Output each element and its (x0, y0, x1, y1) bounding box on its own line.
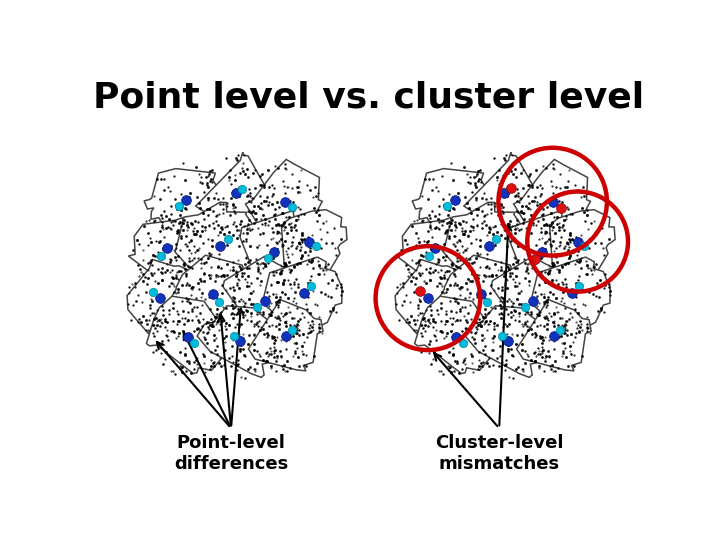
Polygon shape (148, 289, 200, 346)
Polygon shape (540, 194, 590, 249)
Polygon shape (282, 210, 347, 273)
Polygon shape (519, 293, 568, 345)
Polygon shape (395, 260, 466, 334)
Polygon shape (128, 218, 196, 287)
Polygon shape (175, 202, 266, 289)
Polygon shape (473, 189, 519, 250)
Polygon shape (249, 249, 289, 304)
Polygon shape (517, 300, 591, 371)
Polygon shape (144, 168, 222, 223)
Polygon shape (145, 246, 181, 300)
Polygon shape (153, 194, 200, 254)
Polygon shape (199, 286, 255, 349)
Polygon shape (415, 296, 497, 374)
Polygon shape (465, 306, 543, 377)
Polygon shape (197, 306, 274, 377)
Polygon shape (444, 202, 534, 289)
Polygon shape (248, 300, 323, 371)
Polygon shape (414, 246, 449, 300)
Polygon shape (455, 322, 509, 357)
Text: Point level vs. cluster level: Point level vs. cluster level (94, 80, 644, 114)
Polygon shape (205, 189, 251, 250)
Polygon shape (187, 322, 241, 357)
Polygon shape (412, 168, 490, 223)
Polygon shape (464, 152, 539, 232)
Polygon shape (168, 255, 256, 335)
Polygon shape (513, 159, 590, 233)
Polygon shape (465, 244, 505, 296)
Polygon shape (166, 230, 221, 265)
Polygon shape (146, 296, 229, 374)
Polygon shape (223, 256, 308, 347)
Polygon shape (251, 293, 300, 345)
Text: Point-level
differences: Point-level differences (174, 434, 288, 473)
Polygon shape (246, 159, 323, 233)
Polygon shape (421, 194, 469, 254)
Polygon shape (434, 230, 490, 265)
Polygon shape (436, 255, 525, 335)
Polygon shape (127, 260, 197, 334)
Polygon shape (491, 256, 576, 347)
Polygon shape (262, 257, 342, 330)
Text: Cluster-level
mismatches: Cluster-level mismatches (435, 434, 564, 473)
Polygon shape (467, 286, 523, 349)
Polygon shape (271, 194, 323, 249)
Polygon shape (197, 244, 236, 296)
Polygon shape (240, 211, 312, 288)
Polygon shape (397, 218, 464, 287)
Polygon shape (518, 249, 557, 304)
Polygon shape (195, 152, 271, 232)
Polygon shape (508, 211, 580, 288)
Polygon shape (416, 289, 468, 346)
Polygon shape (549, 210, 615, 273)
Polygon shape (531, 257, 610, 330)
